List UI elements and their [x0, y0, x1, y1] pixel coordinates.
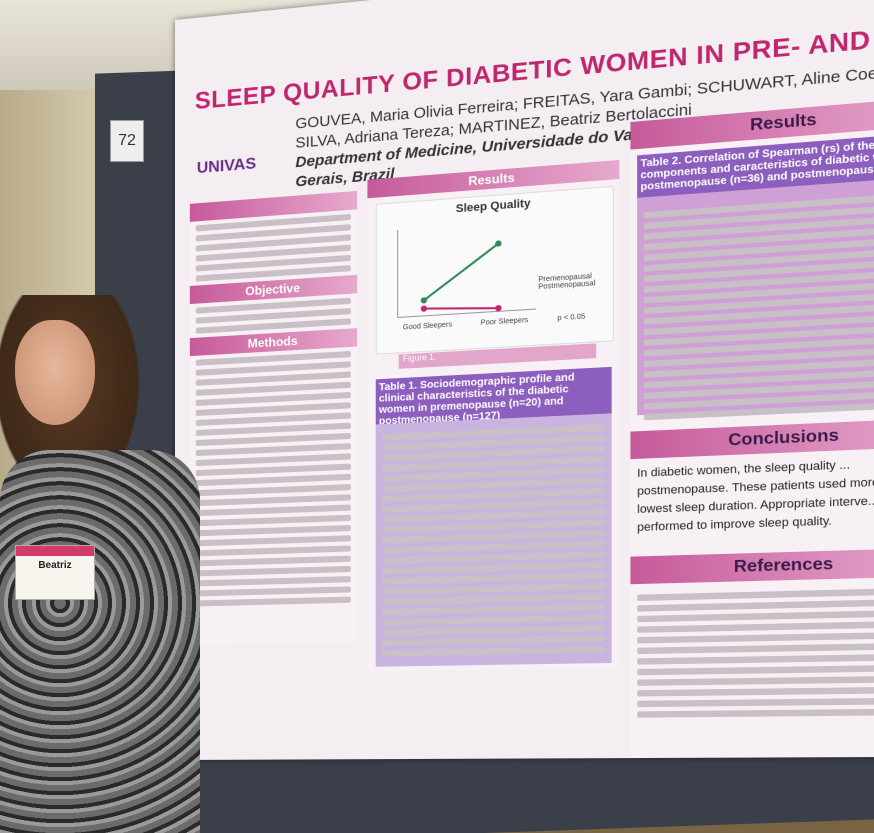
point — [420, 305, 428, 312]
person-shirt — [0, 450, 200, 833]
badge-name: Beatriz — [38, 560, 72, 571]
board-number: 72 — [110, 120, 144, 162]
series-line-postmenopausal — [424, 304, 498, 313]
right-column: Results Table 2. Correlation of Spearman… — [630, 96, 874, 759]
table-1: Table 1. Sociodemographic profile and cl… — [375, 366, 612, 667]
left-column: Objective Methods — [189, 190, 358, 645]
point — [495, 240, 502, 247]
badge-ribbon — [16, 546, 94, 556]
table-2: Table 2. Correlation of Spearman (rs) of… — [637, 131, 874, 421]
person-face — [15, 320, 95, 425]
series-line-premenopausal — [424, 244, 498, 301]
conclusions-header: Conclusions — [630, 417, 874, 460]
conclusions-text: In diabetic women, the sleep quality ...… — [637, 458, 874, 535]
intro-text — [190, 213, 357, 282]
university-logo: UNIVAS — [196, 155, 257, 178]
name-badge: Beatriz — [15, 545, 95, 600]
references-header: References — [630, 547, 874, 585]
x-axis — [398, 309, 536, 317]
table-1-rows — [376, 413, 612, 657]
point — [420, 297, 428, 304]
sleep-quality-chart: Sleep Quality Premenopausal Postmenopaus… — [375, 185, 614, 355]
poster: SLEEP QUALITY OF DIABETIC WOMEN IN PRE- … — [175, 0, 874, 760]
methods-text — [190, 350, 357, 607]
middle-column: Results Sleep Quality Premenopausal Post… — [367, 159, 620, 673]
references-text — [630, 583, 874, 722]
table-2-rows — [637, 176, 874, 421]
point — [495, 304, 502, 312]
